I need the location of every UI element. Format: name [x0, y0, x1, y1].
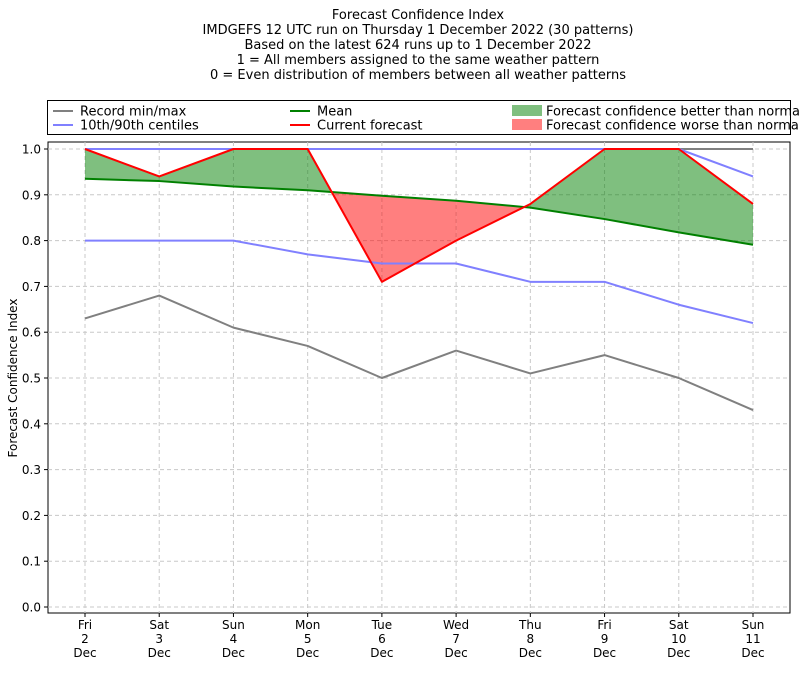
x-tick-label: Sat — [669, 618, 689, 632]
x-tick-label: 11 — [745, 632, 760, 646]
x-tick-label: Dec — [593, 646, 616, 660]
legend-box — [47, 100, 791, 135]
x-tick-label: Tue — [371, 618, 393, 632]
title-line-4: 1 = All members assigned to the same wea… — [237, 53, 600, 68]
x-tick-label: 9 — [601, 632, 609, 646]
legend-better-label: Forecast confidence better than normal — [546, 105, 800, 120]
x-tick-label: Dec — [519, 646, 542, 660]
chart-title: Forecast Confidence Index IMDGEFS 12 UTC… — [203, 8, 634, 83]
x-tick-label: 10 — [671, 632, 686, 646]
worse-than-normal-fill — [381, 195, 457, 282]
x-tick-label: Dec — [148, 646, 171, 660]
p10-line — [85, 239, 754, 325]
better-than-normal-fill — [604, 149, 679, 233]
record-min-line — [84, 294, 754, 411]
worse-than-normal-fill — [456, 200, 525, 241]
better-than-normal-fill — [159, 149, 234, 187]
x-tick-label: Thu — [518, 618, 542, 632]
y-tick-label: 0.9 — [22, 188, 41, 202]
better-than-normal-fill — [678, 149, 753, 245]
x-tick-label: 8 — [527, 632, 535, 646]
better-than-normal-fill — [530, 149, 605, 220]
x-tick-label: Dec — [741, 646, 764, 660]
y-tick-label: 0.1 — [22, 555, 41, 569]
legend-mean-label: Mean — [317, 105, 352, 120]
current-line — [84, 148, 754, 283]
x-tick-label: Dec — [73, 646, 96, 660]
legend-worse-label: Forecast confidence worse than normal — [546, 119, 800, 134]
x-tick-label: Dec — [444, 646, 467, 660]
title-line-1: Forecast Confidence Index — [332, 8, 504, 23]
mean-line — [84, 177, 754, 246]
x-tick-label: Wed — [443, 618, 469, 632]
x-tick-label: Dec — [222, 646, 245, 660]
y-tick-label: 0.7 — [22, 280, 41, 294]
x-tick-label: 2 — [81, 632, 89, 646]
x-tick-label: Sun — [222, 618, 245, 632]
y-tick-label: 0.5 — [22, 372, 41, 386]
x-tick-label: Fri — [78, 618, 92, 632]
title-line-3: Based on the latest 624 runs up to 1 Dec… — [244, 38, 591, 53]
legend-worse-swatch — [512, 119, 542, 130]
x-tick-label: 6 — [378, 632, 386, 646]
y-axis-label: Forecast Confidence Index — [6, 299, 20, 458]
x-tick-label: 5 — [304, 632, 312, 646]
y-tick-label: 0.4 — [22, 417, 41, 431]
legend-current-label: Current forecast — [317, 119, 423, 134]
legend-record-label: Record min/max — [80, 105, 187, 120]
legend: Record min/max 10th/90th centiles Mean C… — [47, 100, 800, 135]
x-tick-label: Fri — [597, 618, 611, 632]
plot-area: 0.00.10.20.30.40.50.60.70.80.91.0Fri2Dec… — [22, 142, 790, 660]
title-line-5: 0 = Even distribution of members between… — [210, 68, 626, 83]
x-tick-label: Dec — [296, 646, 319, 660]
x-tick-label: Sat — [149, 618, 169, 632]
y-tick-label: 0.3 — [22, 463, 41, 477]
x-tick-label: Dec — [370, 646, 393, 660]
x-tick-label: 7 — [452, 632, 460, 646]
x-tick-label: Sun — [742, 618, 765, 632]
x-tick-label: 4 — [230, 632, 238, 646]
x-tick-label: Mon — [295, 618, 320, 632]
x-tick-label: 3 — [155, 632, 163, 646]
y-tick-label: 0.6 — [22, 326, 41, 340]
x-tick-label: Dec — [667, 646, 690, 660]
y-tick-label: 1.0 — [22, 143, 41, 157]
legend-centile-label: 10th/90th centiles — [80, 119, 199, 134]
y-tick-label: 0.2 — [22, 509, 41, 523]
better-than-normal-fill — [233, 149, 308, 191]
y-tick-label: 0.8 — [22, 234, 41, 248]
legend-better-swatch — [512, 105, 542, 116]
better-than-normal-fill — [85, 149, 160, 182]
y-tick-label: 0.0 — [22, 601, 41, 615]
title-line-2: IMDGEFS 12 UTC run on Thursday 1 Decembe… — [203, 23, 634, 38]
